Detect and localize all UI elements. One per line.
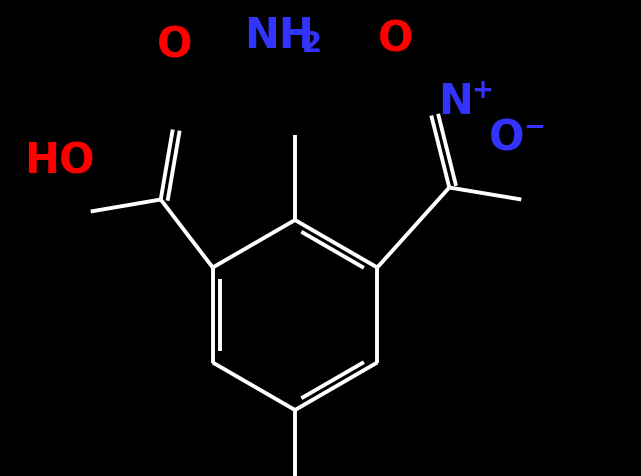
- Text: 2: 2: [302, 30, 322, 58]
- Text: +: +: [471, 79, 493, 104]
- Text: O: O: [378, 18, 413, 60]
- Text: NH: NH: [244, 15, 314, 57]
- Text: N: N: [438, 81, 472, 123]
- Text: −: −: [523, 115, 545, 140]
- Text: O: O: [156, 24, 192, 66]
- Text: HO: HO: [24, 141, 94, 183]
- Text: O: O: [488, 117, 524, 159]
